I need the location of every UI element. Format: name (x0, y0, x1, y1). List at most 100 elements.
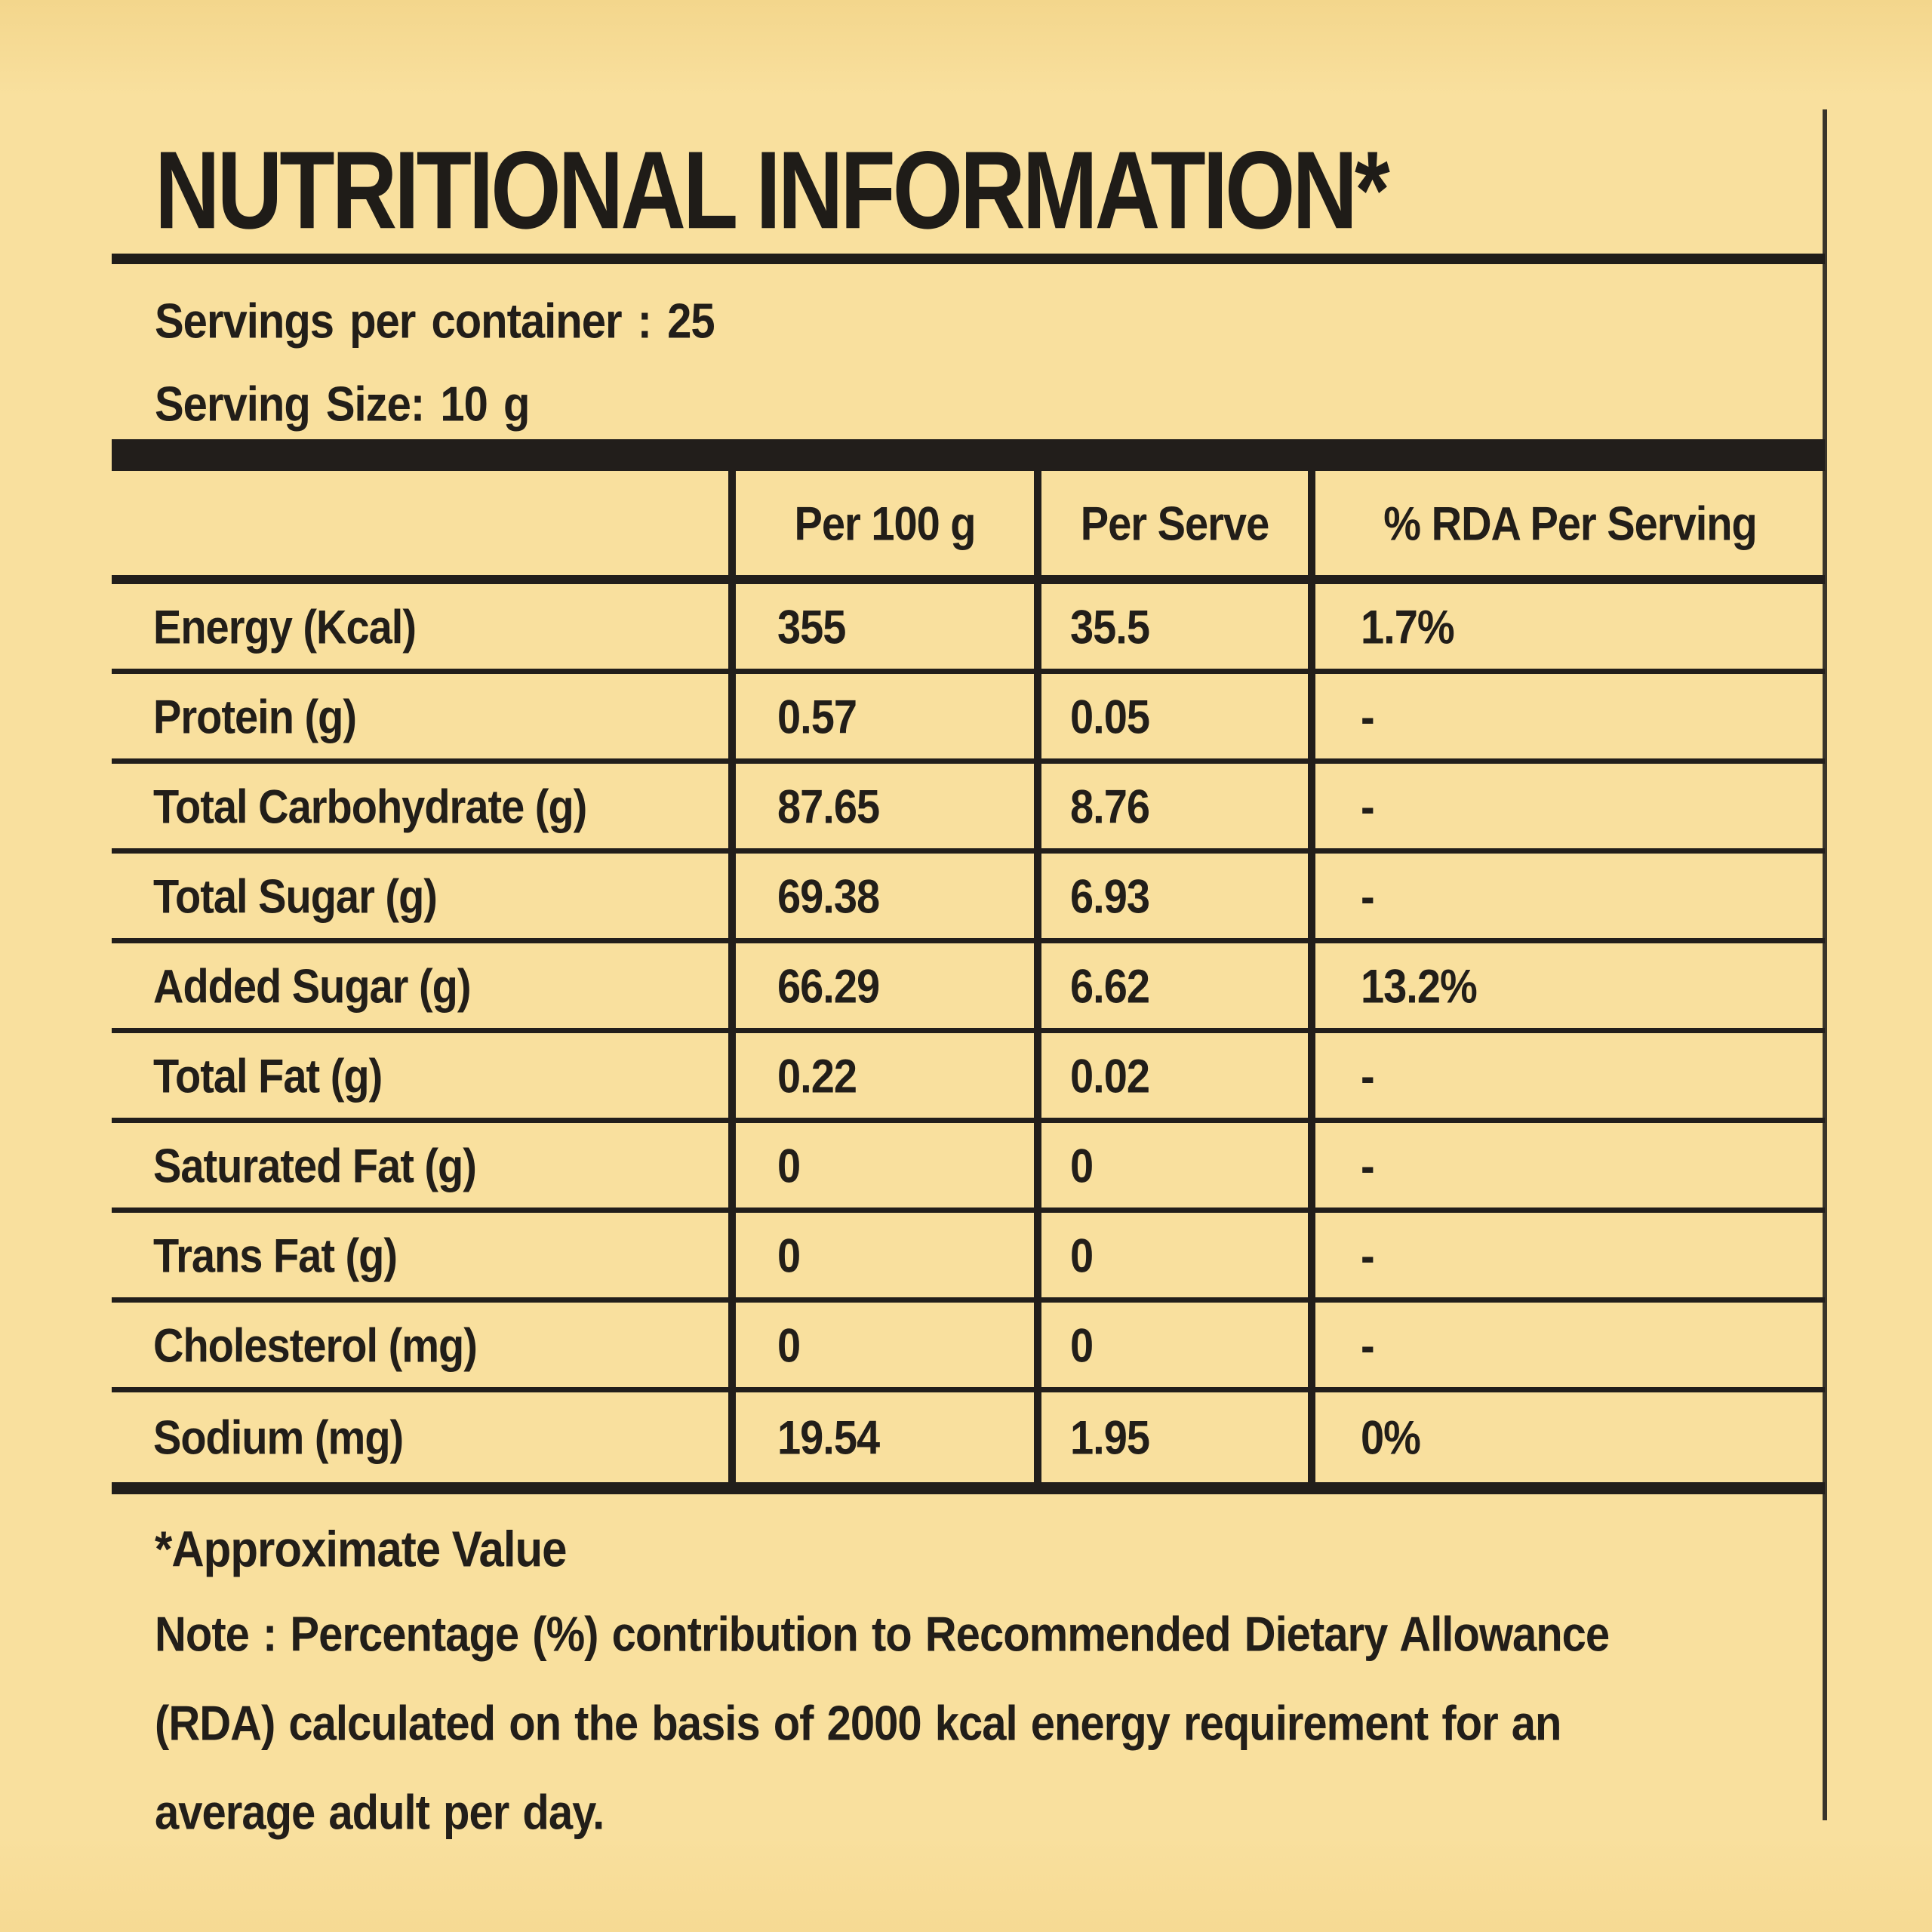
serving-size-text: Serving Size: 10 g (155, 377, 530, 432)
header-rda-label: % RDA Per Serving (1383, 496, 1757, 550)
per-serve-value: 0 (1070, 1138, 1094, 1192)
header-nutrient-cell (112, 471, 728, 575)
per-serve-value: 0 (1070, 1228, 1094, 1282)
page-title: NUTRITIONAL INFORMATION* (155, 128, 1390, 252)
label-right-edge-rule (1823, 109, 1827, 1820)
per-100g-cell: 0 (728, 1123, 1034, 1208)
nutrient-name-cell: Added Sugar (g) (112, 943, 728, 1028)
per-100g-cell: 0.22 (728, 1033, 1034, 1118)
per-100g-cell: 87.65 (728, 764, 1034, 848)
table-row-protein: Protein (g) 0.57 0.05 - (112, 674, 1825, 764)
header-per-100g-label: Per 100 g (794, 496, 976, 550)
per-serve-cell: 0 (1034, 1213, 1308, 1297)
rda-cell: - (1308, 1303, 1825, 1387)
nutrient-name-cell: Cholesterol (mg) (112, 1303, 728, 1387)
per-100g-value: 0.57 (777, 689, 857, 743)
nutrient-name: Total Sugar (g) (153, 869, 438, 923)
per-serve-cell: 0.02 (1034, 1033, 1308, 1118)
rda-value: - (1361, 869, 1375, 923)
per-serve-value: 0.05 (1070, 689, 1150, 743)
approximate-value-text: *Approximate Value (155, 1520, 568, 1578)
rda-cell: - (1308, 854, 1825, 938)
per-serve-value: 0 (1070, 1318, 1094, 1372)
per-100g-cell: 355 (728, 584, 1034, 669)
table-row-cholesterol: Cholesterol (mg) 0 0 - (112, 1303, 1825, 1392)
per-serve-cell: 0 (1034, 1123, 1308, 1208)
rda-value: 13.2% (1361, 958, 1478, 1013)
rda-note-line-2: (RDA) calculated on the basis of 2000 kc… (155, 1696, 1561, 1751)
table-header-row: Per 100 g Per Serve % RDA Per Serving (112, 471, 1825, 584)
rda-note-line-2-text: (RDA) calculated on the basis of 2000 kc… (155, 1696, 1561, 1751)
rda-cell: - (1308, 764, 1825, 848)
per-serve-cell: 1.95 (1034, 1392, 1308, 1482)
per-100g-value: 355 (777, 599, 846, 654)
nutrient-name-cell: Total Sugar (g) (112, 854, 728, 938)
per-100g-cell: 0 (728, 1303, 1034, 1387)
per-100g-cell: 0.57 (728, 674, 1034, 758)
rda-cell: 0% (1308, 1392, 1825, 1482)
per-100g-cell: 19.54 (728, 1392, 1034, 1482)
rda-value: - (1361, 1228, 1375, 1282)
rda-value: - (1361, 1318, 1375, 1372)
servings-per-container-text: Servings per container : 25 (155, 294, 715, 349)
nutrient-name: Sodium (mg) (153, 1411, 404, 1464)
rda-value: 1.7% (1361, 599, 1455, 654)
per-100g-cell: 66.29 (728, 943, 1034, 1028)
rda-cell: - (1308, 1033, 1825, 1118)
table-top-bar (112, 439, 1825, 471)
table-row-total-fat: Total Fat (g) 0.22 0.02 - (112, 1033, 1825, 1123)
rda-value: - (1361, 1048, 1375, 1103)
per-100g-value: 19.54 (777, 1411, 880, 1464)
per-100g-value: 87.65 (777, 779, 880, 833)
per-100g-value: 69.38 (777, 869, 880, 923)
nutrient-name-cell: Saturated Fat (g) (112, 1123, 728, 1208)
table-row-total-carbohydrate: Total Carbohydrate (g) 87.65 8.76 - (112, 764, 1825, 854)
per-serve-value: 6.93 (1070, 869, 1150, 923)
serving-size: Serving Size: 10 g (155, 376, 530, 432)
rda-cell: 1.7% (1308, 584, 1825, 669)
nutrient-name: Cholesterol (mg) (153, 1318, 478, 1372)
nutrient-name-cell: Energy (Kcal) (112, 584, 728, 669)
table-row-trans-fat: Trans Fat (g) 0 0 - (112, 1213, 1825, 1303)
per-serve-value: 8.76 (1070, 779, 1150, 833)
per-100g-value: 0 (777, 1318, 801, 1372)
header-rda-cell: % RDA Per Serving (1308, 471, 1825, 575)
rda-cell: - (1308, 1213, 1825, 1297)
rda-cell: - (1308, 674, 1825, 758)
rda-note-line-1-text: Note : Percentage (%) contribution to Re… (155, 1607, 1610, 1662)
per-100g-value: 0.22 (777, 1048, 857, 1103)
per-serve-cell: 6.62 (1034, 943, 1308, 1028)
per-100g-value: 0 (777, 1228, 801, 1282)
per-serve-value: 0.02 (1070, 1048, 1150, 1103)
rda-value: - (1361, 689, 1375, 743)
title-divider (112, 254, 1825, 264)
nutrient-name-cell: Total Fat (g) (112, 1033, 728, 1118)
per-serve-cell: 6.93 (1034, 854, 1308, 938)
nutrient-name-cell: Sodium (mg) (112, 1392, 728, 1482)
rda-cell: 13.2% (1308, 943, 1825, 1028)
rda-value: - (1361, 779, 1375, 833)
per-serve-cell: 35.5 (1034, 584, 1308, 669)
header-per-100g-cell: Per 100 g (728, 471, 1034, 575)
per-serve-cell: 0 (1034, 1303, 1308, 1387)
nutrient-name-cell: Protein (g) (112, 674, 728, 758)
nutrient-name: Protein (g) (153, 689, 357, 743)
table-row-total-sugar: Total Sugar (g) 69.38 6.93 - (112, 854, 1825, 943)
per-100g-cell: 0 (728, 1213, 1034, 1297)
rda-value: - (1361, 1138, 1375, 1192)
table-row-saturated-fat: Saturated Fat (g) 0 0 - (112, 1123, 1825, 1213)
servings-per-container: Servings per container : 25 (155, 293, 715, 349)
rda-note-line-3-text: average adult per day. (155, 1785, 605, 1840)
nutrient-name-cell: Total Carbohydrate (g) (112, 764, 728, 848)
nutrition-table: Per 100 g Per Serve % RDA Per Serving En… (112, 471, 1825, 1494)
rda-cell: - (1308, 1123, 1825, 1208)
per-100g-value: 66.29 (777, 958, 880, 1013)
per-100g-value: 0 (777, 1138, 801, 1192)
rda-value: 0% (1361, 1411, 1421, 1464)
table-row-added-sugar: Added Sugar (g) 66.29 6.62 13.2% (112, 943, 1825, 1033)
per-serve-value: 6.62 (1070, 958, 1150, 1013)
per-100g-cell: 69.38 (728, 854, 1034, 938)
rda-note-line-1: Note : Percentage (%) contribution to Re… (155, 1607, 1610, 1662)
nutrient-name: Total Fat (g) (153, 1048, 383, 1103)
per-serve-cell: 0.05 (1034, 674, 1308, 758)
